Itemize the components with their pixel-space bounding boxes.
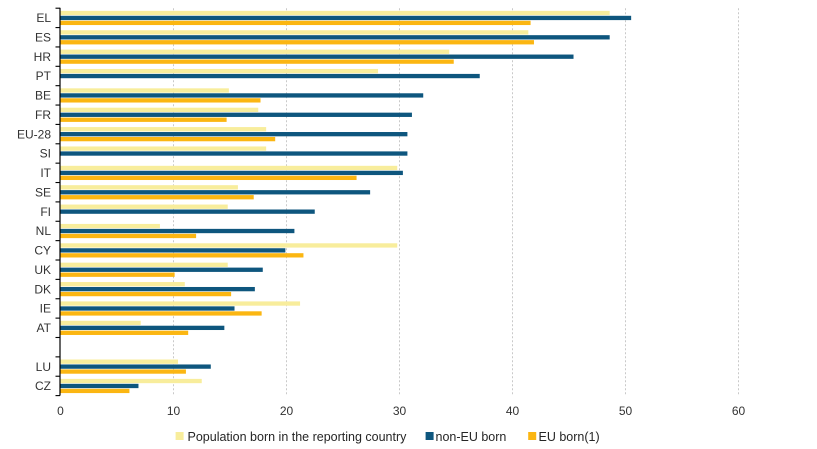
svg-text:40: 40 xyxy=(506,404,520,418)
svg-text:FR: FR xyxy=(35,108,51,122)
svg-text:50: 50 xyxy=(619,404,633,418)
svg-text:30: 30 xyxy=(393,404,407,418)
svg-text:UK: UK xyxy=(34,263,51,277)
svg-text:LU: LU xyxy=(36,360,51,374)
svg-text:NL: NL xyxy=(36,224,52,238)
svg-text:IE: IE xyxy=(40,302,51,316)
svg-text:FI: FI xyxy=(40,205,51,219)
svg-text:BE: BE xyxy=(35,89,51,103)
svg-text:20: 20 xyxy=(280,404,294,418)
svg-text:60: 60 xyxy=(732,404,746,418)
svg-text:0: 0 xyxy=(57,404,64,418)
svg-text:non-EU born: non-EU born xyxy=(436,430,507,444)
svg-text:SI: SI xyxy=(40,147,51,161)
svg-text:HR: HR xyxy=(34,50,52,64)
svg-text:ES: ES xyxy=(35,30,51,44)
svg-text:Population born in the reporti: Population born in the reporting country xyxy=(188,430,408,444)
svg-text:SE: SE xyxy=(35,185,51,199)
svg-text:10: 10 xyxy=(167,404,181,418)
svg-text:DK: DK xyxy=(34,282,51,296)
svg-text:CY: CY xyxy=(34,244,51,258)
svg-text:CZ: CZ xyxy=(35,379,51,393)
svg-text:IT: IT xyxy=(40,166,51,180)
svg-text:AT: AT xyxy=(37,321,52,335)
svg-text:EL: EL xyxy=(36,11,51,25)
svg-text:EU born(1): EU born(1) xyxy=(539,430,600,444)
svg-text:EU-28: EU-28 xyxy=(17,127,51,141)
svg-text:PT: PT xyxy=(36,69,52,83)
